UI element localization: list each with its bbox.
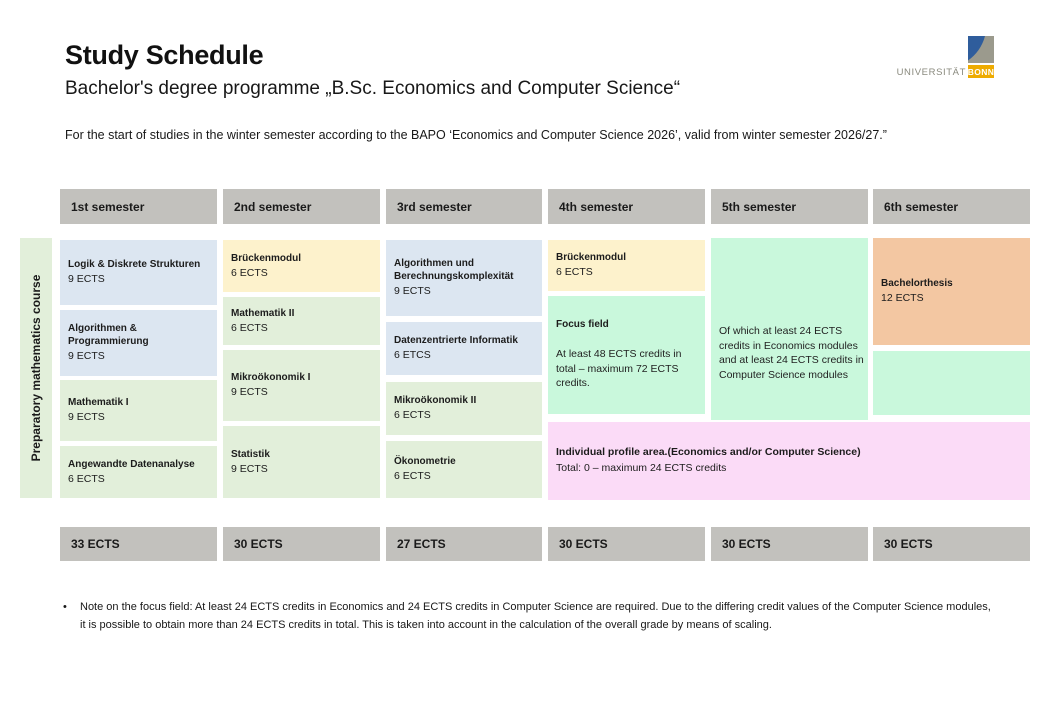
course-brueckenmodul-sem2: Brückenmodul 6 ECTS [223, 240, 380, 292]
course-oekonometrie: Ökonometrie 6 ECTS [386, 441, 542, 498]
focus-field-box: Focus field At least 48 ECTS credits in … [548, 296, 705, 414]
individual-profile-area-box: Individual profile area.(Economics and/o… [548, 422, 1030, 500]
preparatory-course-sidebar: Preparatory mathematics course [20, 238, 52, 498]
total-ects-sem3: 27 ECTS [386, 527, 542, 561]
logo-university-text: UNIVERSITÄT [896, 67, 966, 78]
focus-field-detail-box: Of which at least 24 ECTS credits in Eco… [711, 238, 868, 420]
uni-bonn-logo: UNIVERSITÄT BONN [897, 36, 1006, 80]
focus-field-extension-box [873, 351, 1030, 415]
intro-text: For the start of studies in the winter s… [65, 128, 887, 142]
semester-header-5: 5th semester [711, 189, 868, 224]
logo-bonn-badge: BONN [967, 65, 995, 78]
focus-field-detail: Of which at least 24 ECTS credits in Eco… [719, 325, 864, 382]
note-bullet: • [63, 601, 67, 613]
note-text: Note on the focus field: At least 24 ECT… [80, 601, 991, 631]
page-subtitle: Bachelor's degree programme „B.Sc. Econo… [65, 78, 681, 99]
course-mathematik-2: Mathematik II 6 ECTS [223, 297, 380, 345]
semester-header-2: 2nd semester [223, 189, 380, 224]
course-bachelorthesis: Bachelorthesis 12 ECTS [873, 238, 1030, 345]
semester-header-3: 3rd semester [386, 189, 542, 224]
preparatory-course-label: Preparatory mathematics course [29, 274, 43, 462]
uni-bonn-logo-icon [968, 36, 994, 63]
page-title: Study Schedule [65, 40, 264, 70]
course-statistik: Statistik 9 ECTS [223, 426, 380, 498]
course-algorithmen-programmierung: Algorithmen & Programmierung 9 ECTS [60, 310, 217, 376]
focus-field-body: At least 48 ECTS credits in total – maxi… [556, 348, 682, 390]
course-mikrooekonomik-2: Mikroökonomik II 6 ECTS [386, 382, 542, 435]
semester-header-1: 1st semester [60, 189, 217, 224]
total-ects-sem2: 30 ECTS [223, 527, 380, 561]
total-ects-sem1: 33 ECTS [60, 527, 217, 561]
course-datenzentrierte-informatik: Datenzentrierte Informatik 6 ETCS [386, 322, 542, 375]
course-algorithmen-berechnungskomplexitaet: Algorithmen und Berechnungskomplexität 9 … [386, 240, 542, 316]
semester-header-6: 6th semester [873, 189, 1030, 224]
focus-field-note: • Note on the focus field: At least 24 E… [63, 599, 993, 634]
course-logik-diskrete-strukturen: Logik & Diskrete Strukturen 9 ECTS [60, 240, 217, 305]
course-angewandte-datenanalyse: Angewandte Datenanalyse 6 ECTS [60, 446, 217, 498]
total-ects-sem5: 30 ECTS [711, 527, 868, 561]
total-ects-sem6: 30 ECTS [873, 527, 1030, 561]
total-ects-sem4: 30 ECTS [548, 527, 705, 561]
semester-header-4: 4th semester [548, 189, 705, 224]
course-brueckenmodul-sem4: Brückenmodul 6 ECTS [548, 240, 705, 291]
